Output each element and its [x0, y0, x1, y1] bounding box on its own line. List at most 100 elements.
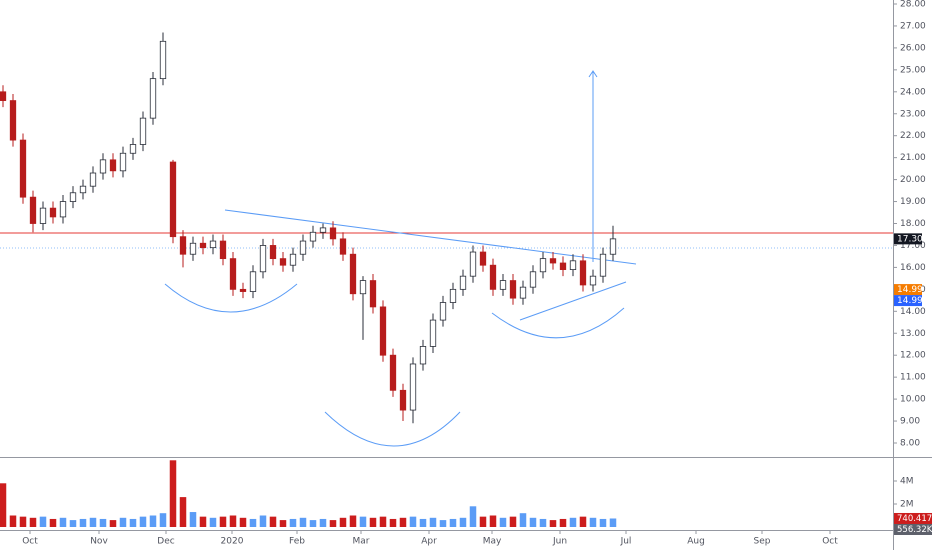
- candle-body: [419, 346, 427, 365]
- volume-bar: [259, 515, 267, 527]
- x-tick-label: Apr: [421, 537, 437, 547]
- left-shoulder: [164, 283, 298, 313]
- candle-body: [559, 262, 567, 270]
- volume-bar: [279, 520, 287, 527]
- y-tick-label: 19.00: [900, 197, 926, 207]
- volume-bar: [119, 517, 127, 527]
- volume-bar: [499, 517, 507, 527]
- candle-body: [209, 240, 217, 249]
- neckline: [224, 209, 637, 265]
- right-shoulder: [491, 307, 625, 339]
- volume-tick-label: 2M: [900, 500, 914, 510]
- y-tick-label: 21.00: [900, 153, 926, 163]
- candle-body: [449, 288, 457, 303]
- candle-body: [349, 253, 357, 295]
- volume-bar: [309, 520, 317, 527]
- volume-bar: [559, 518, 567, 527]
- candle-body: [499, 280, 507, 290]
- candle-body: [199, 242, 207, 249]
- candle-body: [399, 389, 407, 411]
- candle-body: [299, 240, 307, 255]
- x-tick-label: Oct: [822, 537, 838, 547]
- volume-bar: [289, 518, 297, 527]
- candle-body: [569, 260, 577, 270]
- x-tick-label: May: [483, 537, 502, 547]
- candle-body: [59, 201, 67, 218]
- candle-body: [129, 144, 137, 154]
- volume-bar: [379, 516, 387, 527]
- candle-body: [69, 192, 77, 202]
- price-label-box: [894, 233, 922, 245]
- volume-bar: [229, 515, 237, 527]
- candle-body: [229, 258, 237, 290]
- candle-body: [89, 172, 97, 187]
- y-tick-label: 25.00: [900, 65, 926, 75]
- volume-bar: [539, 518, 547, 527]
- candle-body: [149, 78, 157, 119]
- y-tick-label: 22.00: [900, 131, 926, 141]
- volume-bar: [99, 518, 107, 527]
- candle-body: [339, 238, 347, 255]
- volume-bar: [429, 517, 437, 527]
- y-tick-label: 16.00: [900, 263, 926, 273]
- candle-body: [189, 242, 197, 255]
- price-label: 14.99: [897, 296, 923, 306]
- volume-bar: [319, 518, 327, 527]
- candle-body: [409, 363, 417, 411]
- volume-bar: [49, 518, 57, 527]
- volume-bar: [19, 516, 27, 527]
- candle-body: [369, 280, 377, 308]
- volume-label: 556.32K: [897, 525, 932, 535]
- candle-body: [539, 258, 547, 273]
- volume-bar: [109, 520, 117, 527]
- y-tick-label: 10.00: [900, 395, 926, 405]
- candle-body: [79, 185, 87, 194]
- volume-bar: [599, 518, 607, 527]
- y-tick-label: 12.00: [900, 351, 926, 361]
- candle-body: [319, 227, 327, 233]
- volume-bar: [139, 516, 147, 527]
- volume-bar: [349, 515, 357, 527]
- volume-bar: [399, 517, 407, 527]
- volume-bar: [69, 520, 77, 527]
- volume-bar: [479, 516, 487, 527]
- candle-body: [519, 286, 527, 299]
- volume-bar: [609, 518, 617, 527]
- volume-bar: [209, 517, 217, 527]
- x-tick-label: Feb: [289, 537, 305, 547]
- candle-body: [159, 40, 167, 80]
- candle-body: [439, 302, 447, 321]
- y-tick-label: 17.00: [900, 241, 926, 251]
- candle-body: [509, 280, 517, 299]
- candle-body: [239, 288, 247, 292]
- candle-body: [249, 271, 257, 292]
- price-label-box: [894, 295, 922, 307]
- volume-bar: [199, 516, 207, 527]
- candle-body: [359, 280, 367, 295]
- candle-body: [49, 207, 57, 218]
- price-label: 14.99: [897, 285, 923, 295]
- volume-bar: [589, 517, 597, 527]
- candle-body: [139, 117, 147, 145]
- x-tick-label: Jul: [620, 537, 632, 547]
- x-tick-label: Nov: [90, 537, 108, 547]
- volume-bar: [129, 518, 137, 527]
- volume-bar: [269, 516, 277, 527]
- volume-label-box: [894, 523, 932, 535]
- volume-bar: [79, 518, 87, 527]
- volume-bar: [549, 520, 557, 527]
- candle-body: [259, 245, 267, 273]
- candle-body: [389, 354, 397, 391]
- y-tick-label: 13.00: [900, 329, 926, 339]
- candle-body: [459, 275, 467, 290]
- volume-bar: [329, 520, 337, 527]
- volume-bar: [439, 520, 447, 527]
- candle-body: [39, 207, 47, 224]
- volume-bar: [369, 517, 377, 527]
- y-tick-label: 9.00: [900, 417, 920, 427]
- candle-body: [169, 161, 177, 238]
- volume-bar: [419, 518, 427, 527]
- y-tick-label: 8.00: [900, 439, 920, 449]
- candle-body: [219, 240, 227, 260]
